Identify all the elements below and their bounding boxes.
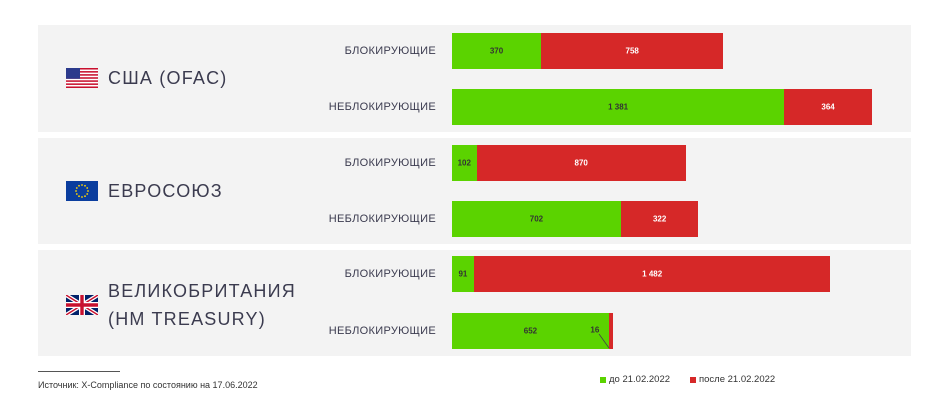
bar-before	[452, 256, 474, 292]
country-name: ВЕЛИКОБРИТАНИЯ (HM TREASURY)	[108, 281, 296, 329]
legend-item-before: до 21.02.2022	[600, 374, 670, 385]
legend-label-after: после 21.02.2022	[699, 374, 776, 385]
us-flag-icon	[66, 68, 98, 88]
bar-after	[473, 256, 831, 292]
bar-before	[452, 33, 542, 69]
country-name: США (OFAC)	[108, 68, 228, 88]
uk-flag-icon	[66, 295, 98, 315]
value-label-after: 758	[625, 46, 639, 56]
value-label-after: 322	[652, 214, 667, 224]
bar-before	[452, 313, 609, 349]
value-label-after: 1 482	[642, 269, 663, 279]
bar-after	[541, 33, 724, 69]
value-label-after: 364	[821, 102, 835, 112]
country-label-usa: США (OFAC)	[66, 65, 228, 91]
category-label: БЛОКИРУЮЩИЕ	[344, 157, 436, 169]
category-label: НЕБЛОКИРУЮЩИЕ	[328, 213, 436, 225]
category-label: НЕБЛОКИРУЮЩИЕ	[328, 325, 436, 337]
legend-swatch-before	[600, 376, 606, 383]
bar-after	[608, 313, 613, 349]
legend-item-after: после 21.02.2022	[690, 374, 775, 385]
value-label-after: 16	[590, 325, 600, 335]
value-label-after: 870	[574, 158, 588, 168]
legend-swatch-after	[690, 376, 696, 383]
value-label-before: 652	[523, 326, 538, 336]
bar-after	[476, 145, 686, 181]
value-label-before: 702	[529, 214, 544, 224]
legend-label-before: до 21.02.2022	[609, 374, 671, 385]
bar-before	[452, 89, 785, 125]
country-label-eu: ЕВРОСОЮЗ	[66, 178, 223, 204]
source-divider	[38, 371, 120, 372]
value-label-before: 1 381	[608, 102, 629, 112]
leader-line	[598, 333, 610, 349]
bar-before	[452, 145, 477, 181]
country-label-uk: ВЕЛИКОБРИТАНИЯ (HM TREASURY)	[66, 277, 308, 333]
category-label: НЕБЛОКИРУЮЩИЕ	[328, 101, 436, 113]
value-label-before: 91	[458, 269, 468, 279]
value-label-before: 102	[457, 158, 471, 168]
category-label: БЛОКИРУЮЩИЕ	[344, 45, 436, 57]
bar-after	[784, 89, 872, 125]
eu-flag-icon	[66, 181, 98, 201]
bar-after	[620, 201, 699, 237]
value-label-before: 370	[489, 46, 504, 56]
category-label: БЛОКИРУЮЩИЕ	[344, 268, 436, 280]
source-note: Источник: X-Compliance по состоянию на 1…	[38, 380, 258, 390]
bar-before	[452, 201, 621, 237]
country-name: ЕВРОСОЮЗ	[108, 181, 223, 201]
